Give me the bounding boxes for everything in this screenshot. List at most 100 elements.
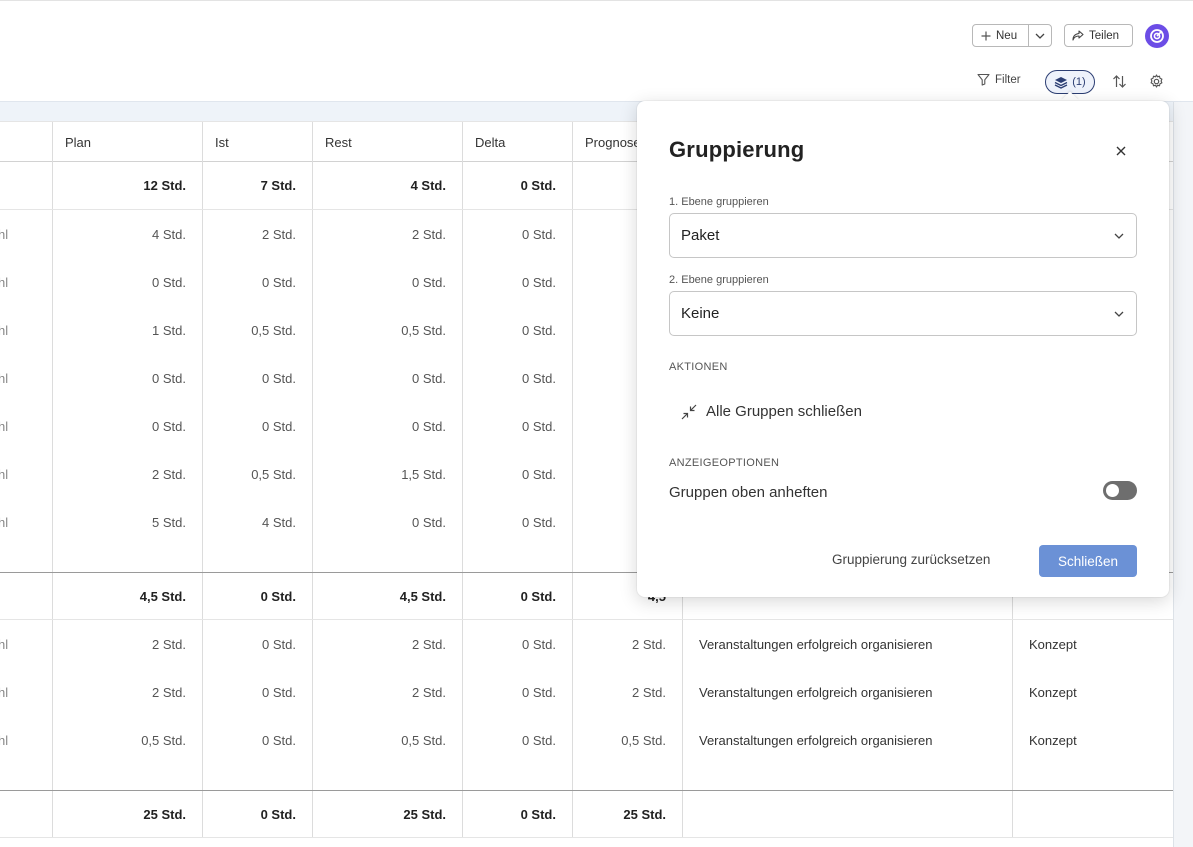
package-cell: Veranstaltungen erfolgreich organisieren (682, 668, 1012, 716)
actions-heading: AKTIONEN (669, 361, 728, 373)
app-logo-icon[interactable] (1145, 24, 1169, 48)
table-cell: 0 Std. (462, 716, 572, 764)
table-cell: 0 Std. (202, 258, 312, 306)
share-button[interactable]: Teilen (1064, 24, 1133, 47)
level2-value: Keine (681, 305, 720, 322)
scroll-gutter[interactable] (1173, 102, 1193, 847)
table-row[interactable]: hl0 Std.0 Std.0 Std.0 Std.0 (0, 354, 1173, 402)
new-dropdown-button[interactable] (1029, 25, 1051, 46)
column-header-plan[interactable]: Plan (52, 122, 202, 162)
summary-cell: 0 Std. (462, 162, 572, 209)
row-lead-cell: hl (0, 668, 52, 716)
summary-cell: 12 Std. (52, 162, 202, 209)
chevron-down-icon (1035, 33, 1045, 39)
chevron-down-icon (1114, 233, 1124, 239)
table-cell: 1,5 Std. (312, 450, 462, 498)
row-lead-text: hl (0, 370, 9, 386)
table-cell: 0 Std. (52, 354, 202, 402)
new-button[interactable]: Neu (973, 25, 1029, 46)
table-cell: 0 Std. (462, 402, 572, 450)
level2-label: 2. Ebene gruppieren (669, 274, 769, 286)
table-cell: 1 Std. (52, 306, 202, 354)
group-summary-row[interactable]: 25 Std. 0 Std. 25 Std. 0 Std. 25 Std. (0, 790, 1173, 838)
table-row[interactable]: hl4 Std.2 Std.2 Std.0 Std.4 (0, 210, 1173, 258)
table-cell: 2 Std. (52, 668, 202, 716)
table-row[interactable]: hl 2 Std. 0 Std. 2 Std. 0 Std. 2 Std. Veransta… (0, 668, 1173, 716)
row-lead-cell: hl (0, 258, 52, 306)
row-lead-cell (0, 791, 52, 837)
column-divider (312, 546, 313, 572)
table-cell: 0 Std. (312, 498, 462, 546)
table-cell: 0,5 Std. (572, 716, 682, 764)
chevron-down-icon (1114, 311, 1124, 317)
reset-grouping-button[interactable]: Gruppierung zurücksetzen (832, 552, 991, 567)
column-divider (52, 764, 53, 790)
row-lead-cell: hl (0, 306, 52, 354)
summary-phase-cell (1012, 791, 1173, 837)
level1-select[interactable]: Paket (669, 213, 1137, 258)
table-cell: 0,5 Std. (312, 306, 462, 354)
table-cell: 2 Std. (312, 668, 462, 716)
row-lead-cell: hl (0, 620, 52, 668)
package-cell: Veranstaltungen erfolgreich organisieren (682, 620, 1012, 668)
gear-icon[interactable] (1149, 74, 1164, 89)
summary-cell: 25 Std. (52, 791, 202, 837)
close-button[interactable]: Schließen (1039, 545, 1137, 577)
table-cell: 0 Std. (462, 354, 572, 402)
display-options-heading: ANZEIGEOPTIONEN (669, 457, 780, 469)
table-row[interactable]: hl1 Std.0,5 Std.0,5 Std.0 Std.1 (0, 306, 1173, 354)
row-lead-cell: hl (0, 450, 52, 498)
table-cell: 2 Std. (312, 620, 462, 668)
sort-icon[interactable] (1112, 74, 1127, 89)
popover-title: Gruppierung (669, 137, 805, 162)
grouping-count: (1) (1072, 76, 1086, 88)
row-lead-text: hl (0, 322, 9, 338)
summary-cell: 0 Std. (462, 573, 572, 619)
phase-cell: Konzept (1012, 716, 1173, 764)
summary-cell: 4 Std. (312, 162, 462, 209)
table-cell: 2 Std. (312, 210, 462, 258)
table-cell: 0,5 Std. (312, 716, 462, 764)
row-lead-text: hl (0, 732, 9, 748)
row-lead-text: hl (0, 684, 9, 700)
table-cell: 0 Std. (312, 354, 462, 402)
row-lead-text: hl (0, 418, 9, 434)
summary-cell: 7 Std. (202, 162, 312, 209)
summary-cell: 25 Std. (312, 791, 462, 837)
column-header-prognose[interactable]: Prognose (572, 122, 682, 162)
row-lead-cell: hl (0, 210, 52, 258)
summary-cell: 4,5 Std. (52, 573, 202, 619)
column-header-ist[interactable]: Ist (202, 122, 312, 162)
group-summary-row[interactable]: 4,5 Std.0 Std.4,5 Std.0 Std.4,5 (0, 572, 1173, 620)
table-cell: 0 Std. (312, 258, 462, 306)
pin-groups-toggle[interactable] (1103, 481, 1137, 500)
row-lead-text: hl (0, 636, 9, 652)
package-cell: Veranstaltungen erfolgreich organisieren (682, 716, 1012, 764)
collapse-all-label: Alle Gruppen schließen (706, 403, 862, 420)
grouping-button[interactable]: (1) (1045, 70, 1095, 94)
table-cell: 0 Std. (462, 498, 572, 546)
table-cell: 0 Std. (462, 620, 572, 668)
layers-icon (1054, 76, 1068, 89)
table-cell: 0 Std. (52, 258, 202, 306)
table-row[interactable]: hl 2 Std. 0 Std. 2 Std. 0 Std. 2 Std. Veransta… (0, 620, 1173, 668)
filter-button[interactable]: Filter (977, 73, 1021, 86)
table-row[interactable]: hl 0,5 Std. 0 Std. 0,5 Std. 0 Std. 0,5 Std. Ve… (0, 716, 1173, 764)
row-lead-text: hl (0, 226, 9, 242)
level1-value: Paket (681, 227, 720, 244)
close-icon[interactable] (1113, 143, 1129, 159)
level2-select[interactable]: Keine (669, 291, 1137, 336)
table-cell: 0 Std. (462, 668, 572, 716)
table-cell: 0 Std. (202, 620, 312, 668)
summary-cell: 4,5 Std. (312, 573, 462, 619)
pin-groups-label: Gruppen oben anheften (669, 484, 828, 501)
table-cell: 4 Std. (52, 210, 202, 258)
column-header-rest[interactable]: Rest (312, 122, 462, 162)
row-lead-cell: hl (0, 402, 52, 450)
row-lead-text: hl (0, 514, 9, 530)
summary-cell: 0 Std. (202, 791, 312, 837)
column-header-delta[interactable]: Delta (462, 122, 572, 162)
collapse-all-groups-action[interactable]: Alle Gruppen schließen (681, 403, 862, 420)
row-lead-cell: hl (0, 498, 52, 546)
row-lead-cell: hl (0, 716, 52, 764)
